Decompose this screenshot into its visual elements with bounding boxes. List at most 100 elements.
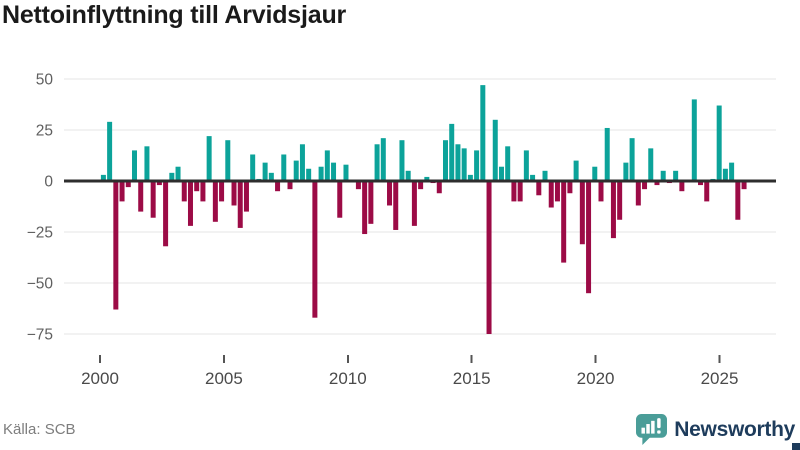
bar-negative — [567, 181, 573, 194]
newsworthy-logo-text: Newsworthy — [674, 417, 795, 441]
bar-positive — [716, 105, 722, 181]
source-label: Källa: SCB — [3, 421, 76, 438]
bar-positive — [660, 170, 666, 181]
x-tick-label: 2000 — [81, 369, 119, 388]
bar-negative — [617, 181, 623, 220]
bar-positive — [592, 166, 598, 181]
bar-negative — [704, 181, 710, 202]
bar-negative — [181, 181, 187, 202]
bar-negative — [243, 181, 249, 212]
bar-positive — [623, 162, 629, 181]
bar-positive — [648, 148, 654, 181]
bar-negative — [579, 181, 585, 245]
bar-positive — [461, 148, 467, 181]
bar-positive — [449, 123, 455, 181]
bar-positive — [455, 144, 461, 181]
bar-negative — [561, 181, 567, 263]
bar-positive — [729, 162, 735, 181]
bar-positive — [467, 174, 473, 181]
x-tick-label: 2020 — [577, 369, 615, 388]
bar-positive — [380, 138, 386, 181]
bar-negative — [212, 181, 218, 222]
y-tick-label: −50 — [27, 276, 54, 293]
bar-positive — [175, 166, 181, 181]
bar-negative — [362, 181, 368, 235]
y-tick-label: 0 — [44, 174, 53, 191]
bar-positive — [399, 140, 405, 181]
bar-positive — [523, 150, 529, 181]
y-tick-label: −75 — [27, 327, 53, 344]
bar-positive — [498, 166, 504, 181]
bar-positive — [691, 99, 697, 181]
x-tick-label: 2005 — [205, 369, 243, 388]
bar-negative — [355, 181, 361, 190]
bar-positive — [374, 144, 380, 181]
bar-positive — [673, 170, 679, 181]
bar-positive — [474, 150, 480, 181]
bar-negative — [275, 181, 281, 192]
bar-negative — [368, 181, 374, 224]
bar-positive — [225, 140, 231, 181]
bar-negative — [219, 181, 225, 202]
bar-negative — [418, 181, 424, 190]
y-tick-label: −25 — [27, 225, 53, 242]
bar-positive — [405, 170, 411, 181]
bar-negative — [654, 181, 660, 186]
bar-negative — [635, 181, 641, 206]
bar-negative — [610, 181, 616, 239]
bar-negative — [735, 181, 741, 220]
chart-title: Nettoinflyttning till Arvidsjaur — [2, 1, 347, 29]
bar-positive — [530, 174, 536, 181]
bar-positive — [480, 85, 486, 181]
bar-positive — [604, 127, 610, 181]
bar-negative — [231, 181, 237, 206]
bar-positive — [324, 150, 330, 181]
bar-negative — [548, 181, 554, 208]
bar-negative — [200, 181, 206, 202]
y-tick-label: 25 — [36, 123, 53, 140]
bar-positive — [281, 154, 287, 181]
bar-negative — [337, 181, 343, 218]
bar-negative — [554, 181, 560, 202]
bar-positive — [492, 119, 498, 181]
x-tick-label: 2015 — [453, 369, 491, 388]
bar-negative — [436, 181, 442, 194]
bar-negative — [586, 181, 592, 294]
bar-negative — [237, 181, 243, 228]
newsworthy-logo: Newsworthy — [636, 414, 795, 445]
bar-negative — [194, 181, 200, 192]
bar-positive — [169, 172, 175, 181]
bar-negative — [187, 181, 193, 226]
bar-negative — [150, 181, 156, 218]
x-tick-label: 2025 — [701, 369, 739, 388]
bar-positive — [722, 168, 728, 181]
x-tick-label: 2010 — [329, 369, 367, 388]
bar-negative — [125, 181, 131, 188]
y-tick-label: 50 — [36, 72, 54, 89]
bar-positive — [262, 162, 268, 181]
bar-negative — [511, 181, 517, 202]
bar-negative — [741, 181, 747, 190]
bar-negative — [393, 181, 399, 230]
bar-positive — [542, 170, 548, 181]
bar-positive — [331, 162, 337, 181]
bar-negative — [679, 181, 685, 192]
bar-negative — [486, 181, 492, 334]
bar-negative — [119, 181, 125, 202]
bar-negative — [598, 181, 604, 202]
bar-positive — [505, 146, 511, 181]
bar-negative — [138, 181, 144, 212]
bar-negative — [312, 181, 318, 318]
bar-positive — [629, 138, 635, 181]
corner-mark — [792, 443, 800, 450]
bar-negative — [287, 181, 293, 190]
bar-negative — [156, 181, 162, 186]
bar-positive — [318, 166, 324, 181]
bar-positive — [573, 160, 579, 181]
bar-positive — [306, 168, 312, 181]
bar-negative — [163, 181, 169, 247]
bar-negative — [536, 181, 542, 196]
bar-negative — [698, 181, 704, 186]
bar-negative — [113, 181, 119, 310]
bar-positive — [293, 160, 299, 181]
